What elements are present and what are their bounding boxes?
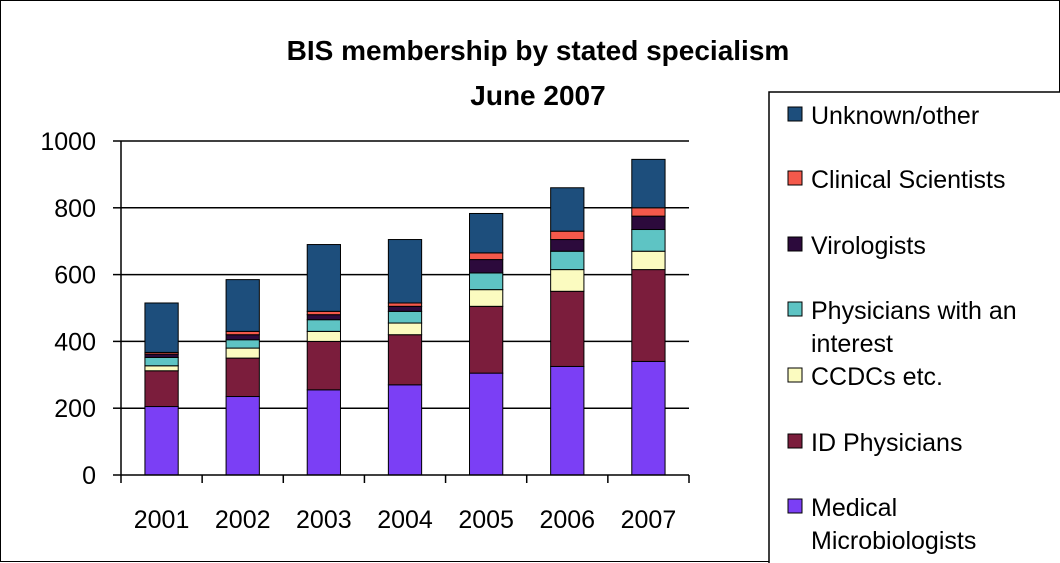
y-tick-label: 0 [82, 462, 96, 490]
bar-segment [550, 250, 585, 271]
legend: Unknown/other Clinical Scientists Virologi… [768, 91, 1060, 563]
bar-segment [631, 158, 666, 209]
chart-title-line-1: BIS membership by stated specialism [287, 35, 790, 66]
legend-label: ID Physicians [811, 429, 962, 457]
bar-segment [225, 357, 260, 398]
legend-swatch [787, 236, 803, 252]
bar-segment [387, 239, 423, 304]
bar-segment [306, 389, 341, 476]
bar-segment [306, 310, 341, 316]
bar-segment [144, 353, 179, 358]
bar-segment [631, 207, 666, 217]
chart-title-line-2: June 2007 [470, 80, 605, 111]
legend-label: Physicians with an [811, 297, 1017, 325]
bar-segment [306, 244, 341, 312]
bar-segment [144, 356, 179, 367]
bar-segment [225, 334, 260, 341]
legend-label: Microbiologists [811, 527, 976, 555]
axes: 0 200 400 600 800 1000 2001 2002 2003 2004 2005 200… [40, 128, 690, 534]
bar-segment [469, 259, 504, 274]
legend-swatch [787, 170, 803, 186]
legend-swatch [787, 301, 803, 317]
bar-segment [631, 229, 666, 252]
bar-segment [225, 330, 260, 336]
y-tick-label: 200 [54, 395, 96, 423]
legend-label: Virologists [811, 232, 926, 260]
legend-swatch [787, 433, 803, 449]
bar-segment [306, 330, 341, 342]
legend-swatch [787, 498, 803, 514]
bar-segment [306, 340, 341, 391]
bar-segment [144, 406, 179, 476]
bar-segment [387, 334, 423, 386]
x-tick-label: 2004 [377, 506, 433, 534]
bar-segment [550, 269, 585, 292]
bar-segment [306, 314, 341, 321]
bar-segment [469, 305, 504, 374]
legend-label: Medical [811, 494, 897, 522]
x-tick-label: 2007 [621, 506, 677, 534]
x-tick-label: 2006 [539, 506, 595, 534]
bar-segment [631, 215, 666, 231]
bar-segment [387, 302, 423, 307]
legend-box [768, 91, 1060, 563]
bar-segment [387, 310, 423, 324]
bar-segment [225, 339, 260, 349]
legend-label: Unknown/other [811, 102, 979, 130]
bar-segment [387, 322, 423, 336]
y-tick-label: 1000 [40, 128, 96, 156]
bar-segment [550, 290, 585, 367]
bar-segment [387, 384, 423, 476]
y-tick-label: 600 [54, 262, 96, 290]
bar-segment [550, 187, 585, 232]
bar-segment [469, 372, 504, 476]
x-tick-label: 2001 [134, 506, 190, 534]
bar-segment [306, 319, 341, 332]
bar-segment [144, 370, 179, 408]
legend-label: Clinical Scientists [811, 166, 1006, 194]
bar-segment [144, 302, 179, 353]
bar-segment [631, 360, 666, 476]
bar-segment [144, 365, 179, 372]
bar-segment [225, 396, 260, 476]
bar-segment [469, 252, 504, 261]
x-tick-label: 2003 [296, 506, 352, 534]
bars [144, 158, 666, 476]
x-tick-label: 2002 [215, 506, 271, 534]
bar-segment [225, 347, 260, 359]
bar-segment [469, 212, 504, 254]
bar-segment [387, 305, 423, 312]
legend-swatch [787, 367, 803, 383]
bar-segment [550, 230, 585, 241]
bar-segment [469, 272, 504, 291]
y-tick-label: 400 [54, 328, 96, 356]
legend-label: interest [811, 330, 893, 358]
bar-segment [631, 269, 666, 362]
bar-segment [631, 250, 666, 271]
legend-label: CCDCs etc. [811, 363, 943, 391]
y-tick-label: 800 [54, 195, 96, 223]
bar-segment [550, 239, 585, 252]
bar-segment [225, 279, 260, 332]
bar-segment [550, 365, 585, 476]
legend-swatch [787, 106, 803, 122]
x-tick-label: 2005 [458, 506, 514, 534]
bar-segment [469, 289, 504, 307]
